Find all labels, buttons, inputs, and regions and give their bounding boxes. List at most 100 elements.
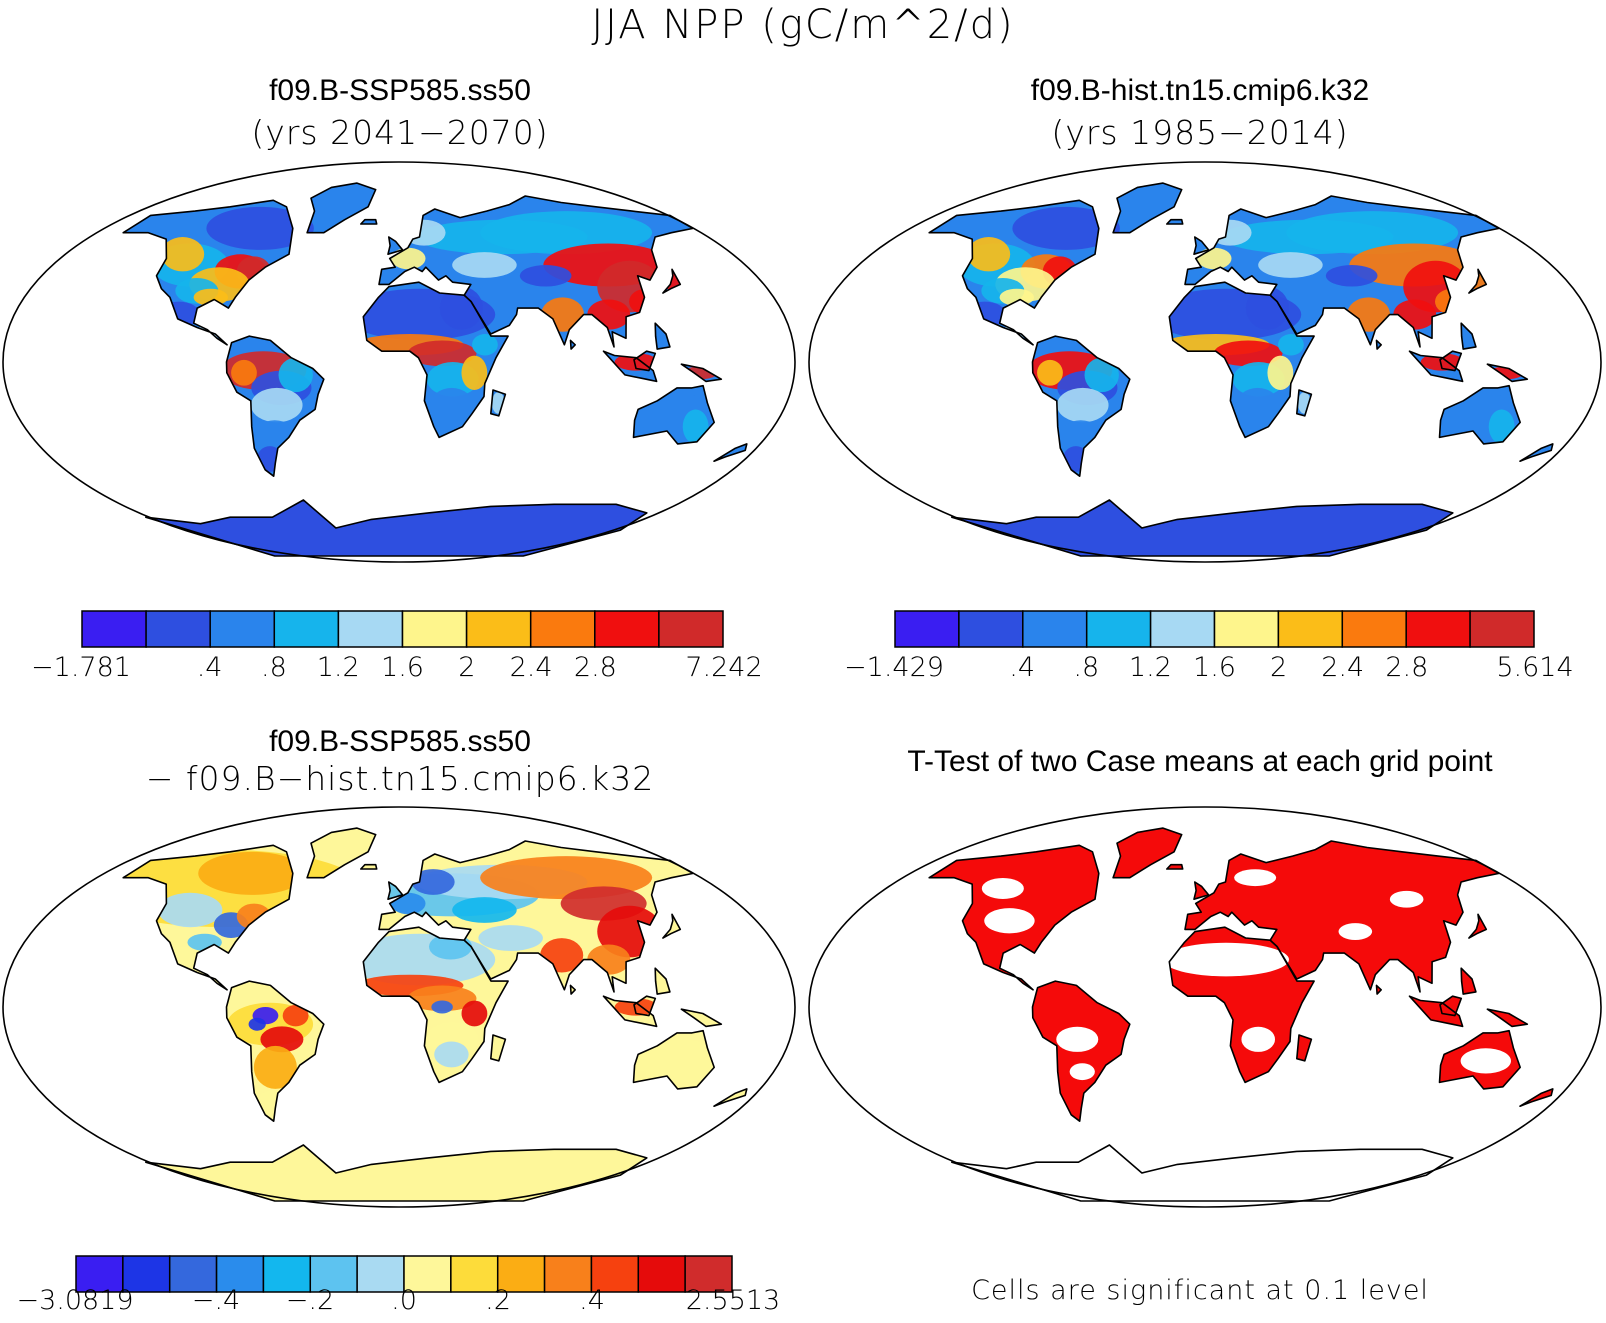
field-patch bbox=[411, 869, 455, 895]
colorbar-tick-label: .2 bbox=[485, 1285, 511, 1316]
colorbar-swatch bbox=[465, 610, 532, 648]
field-patch bbox=[1037, 359, 1063, 386]
field-patch bbox=[1278, 334, 1304, 356]
non-significant-area bbox=[1056, 1026, 1099, 1052]
colorbar-swatch bbox=[658, 610, 724, 648]
colorbar-tick-label: 2.8 bbox=[573, 652, 617, 683]
field-patch bbox=[1258, 252, 1323, 278]
colorbar-swatch bbox=[403, 1255, 452, 1293]
field-patch bbox=[480, 211, 653, 255]
panel3-colorbar bbox=[75, 1255, 733, 1293]
colorbar-swatch bbox=[543, 1255, 593, 1293]
significance-note: Cells are significant at 0.1 level bbox=[971, 1275, 1429, 1306]
coastline-australia bbox=[1438, 1029, 1521, 1090]
colorbar-swatch bbox=[209, 610, 276, 648]
coastline-madagascar bbox=[1296, 1034, 1313, 1062]
antarctica-fill bbox=[951, 500, 1453, 556]
colorbar-swatch bbox=[958, 610, 1024, 648]
colorbar-tick-label: 1.2 bbox=[316, 652, 360, 683]
coastline-uk bbox=[387, 236, 404, 255]
field-patch bbox=[1267, 355, 1294, 390]
panel1-colorbar-labels: −1.781 .4 .8 1.2 1.6 2 2.4 2.8 7.242 bbox=[31, 652, 763, 688]
field-patch bbox=[260, 1026, 304, 1053]
field-patch bbox=[1084, 357, 1119, 393]
field-patch bbox=[439, 286, 483, 330]
coastline-indonesia bbox=[602, 995, 658, 1028]
panel4-map bbox=[808, 806, 1602, 1208]
figure-title: JJA NPP (gC/m^2/d) bbox=[591, 2, 1015, 48]
field-patch bbox=[157, 892, 223, 928]
field-patch bbox=[1245, 286, 1289, 330]
coastline-greenland bbox=[306, 182, 377, 234]
panel4-title: T-Test of two Case means at each grid po… bbox=[907, 745, 1493, 778]
field-patch bbox=[461, 1000, 488, 1027]
field-patch bbox=[478, 925, 543, 951]
coastline-antarctica bbox=[951, 499, 1454, 557]
colorbar-tick-label: −3.0819 bbox=[16, 1285, 134, 1316]
non-significant-area bbox=[984, 908, 1035, 934]
colorbar-swatch bbox=[273, 610, 340, 648]
panel1-map bbox=[2, 161, 796, 563]
map-boundary bbox=[808, 806, 1602, 1208]
colorbar-swatch bbox=[337, 610, 404, 648]
colorbar-swatch bbox=[1022, 610, 1088, 648]
colorbar-swatch bbox=[1277, 610, 1344, 648]
panel2-colorbar bbox=[894, 610, 1535, 648]
colorbar-swatch bbox=[215, 1255, 265, 1293]
colorbar-tick-label: −1.429 bbox=[844, 652, 944, 683]
coastline-uk bbox=[1193, 881, 1210, 900]
field-patch bbox=[478, 280, 543, 306]
panel2-subtitle: (yrs 1985−2014) bbox=[1051, 113, 1349, 152]
field-patch bbox=[1286, 211, 1459, 255]
panel3-colorbar-labels: −3.0819 −.4 −.2 .0 .2 .4 2.5513 bbox=[16, 1285, 780, 1321]
coastline-iceland bbox=[1166, 863, 1184, 870]
field-patch bbox=[193, 288, 228, 306]
coastline-australia bbox=[632, 384, 715, 445]
colorbar-tick-label: .4 bbox=[1009, 652, 1036, 683]
colorbar-swatch bbox=[637, 1255, 686, 1293]
coastline-borneo bbox=[1439, 350, 1463, 372]
coastline-north-america bbox=[928, 844, 1100, 991]
colorbar-swatch bbox=[1469, 610, 1535, 648]
coastline-new-zealand bbox=[713, 1088, 748, 1107]
field-patch bbox=[431, 1000, 453, 1014]
panel1-subtitle: (yrs 2041−2070) bbox=[251, 113, 549, 152]
coastline-greenland bbox=[306, 827, 377, 879]
colorbar-swatch bbox=[1085, 610, 1152, 648]
field-patch bbox=[1325, 265, 1378, 287]
coastline-greenland bbox=[1112, 182, 1183, 234]
field-patch bbox=[999, 288, 1034, 306]
field-patch bbox=[1056, 387, 1109, 423]
field-patch bbox=[434, 1041, 469, 1068]
coastline-antarctica bbox=[951, 1144, 1454, 1202]
colorbar-tick-label: −.4 bbox=[191, 1285, 241, 1316]
coastline-borneo bbox=[633, 995, 657, 1017]
coastline-north-america bbox=[122, 199, 294, 346]
colorbar-swatch bbox=[401, 610, 468, 648]
field-patch bbox=[198, 851, 306, 895]
field-patch bbox=[407, 985, 477, 1012]
colorbar-tick-label: 1.6 bbox=[1193, 652, 1236, 683]
panel2-title: f09.B-hist.tn15.cmip6.k32 bbox=[1030, 74, 1370, 107]
field-patch bbox=[452, 897, 517, 923]
antarctica-non-significant bbox=[951, 1145, 1453, 1201]
colorbar-tick-label: 5.614 bbox=[1496, 652, 1574, 683]
colorbar-tick-label: 1.6 bbox=[381, 652, 424, 683]
coastline-japan bbox=[1468, 913, 1488, 939]
colorbar-swatch bbox=[356, 1255, 405, 1293]
panel2-colorbar-labels: −1.429 .4 .8 1.2 1.6 2 2.4 2.8 5.614 bbox=[844, 652, 1574, 688]
colorbar-tick-label: −.2 bbox=[285, 1285, 335, 1316]
colorbar-swatch bbox=[1213, 610, 1280, 648]
panel1-colorbar bbox=[81, 610, 724, 648]
field-patch bbox=[430, 387, 474, 423]
coastline-indonesia bbox=[1408, 350, 1464, 383]
coastline-new-zealand bbox=[713, 443, 748, 462]
field-patch bbox=[1236, 387, 1280, 423]
coastline-south-america bbox=[225, 335, 325, 477]
colorbar-tick-label: .8 bbox=[261, 652, 287, 683]
non-significant-area bbox=[1389, 890, 1424, 908]
coastline-iceland bbox=[360, 863, 378, 870]
field-patch bbox=[636, 1039, 723, 1083]
coastline-south-america bbox=[1031, 335, 1131, 477]
colorbar-tick-label: .4 bbox=[579, 1285, 605, 1316]
